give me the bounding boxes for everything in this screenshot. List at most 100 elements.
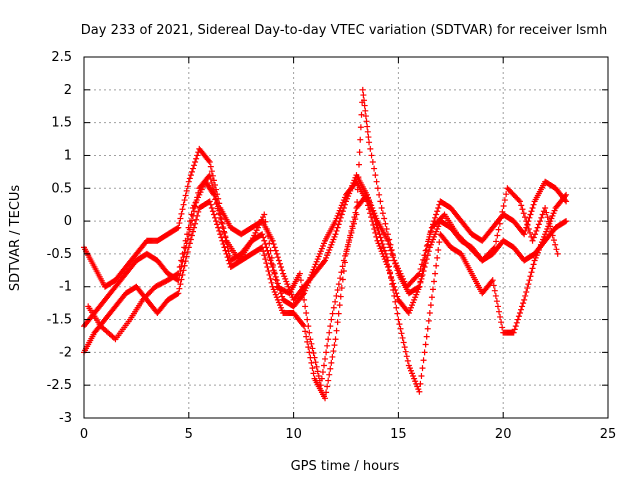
data-point xyxy=(532,231,539,238)
data-point xyxy=(524,222,531,229)
data-point xyxy=(411,296,418,303)
data-point xyxy=(500,202,507,209)
data-point xyxy=(405,309,412,316)
data-point xyxy=(320,240,327,247)
data-point xyxy=(333,227,340,234)
data-point xyxy=(207,201,214,208)
data-point xyxy=(268,279,275,286)
data-point xyxy=(525,281,532,288)
data-point xyxy=(496,220,503,227)
data-point xyxy=(339,208,346,215)
data-point xyxy=(311,354,318,361)
data-point xyxy=(345,239,352,246)
data-point xyxy=(330,348,337,355)
data-point xyxy=(327,365,334,372)
data-point xyxy=(518,306,525,313)
data-point xyxy=(186,240,193,247)
data-point xyxy=(415,286,422,293)
data-point xyxy=(371,225,378,232)
data-point xyxy=(260,234,267,241)
data-point xyxy=(218,219,225,226)
data-point xyxy=(218,234,225,241)
data-point xyxy=(511,326,518,333)
data-point xyxy=(325,377,332,384)
data-point xyxy=(185,178,192,185)
data-point xyxy=(217,214,224,221)
data-point xyxy=(415,271,422,278)
data-point xyxy=(317,382,324,389)
data-point xyxy=(365,134,372,141)
data-point xyxy=(210,191,217,198)
data-point xyxy=(412,378,419,385)
data-point xyxy=(302,303,309,310)
data-point xyxy=(422,260,429,267)
data-point xyxy=(275,299,282,306)
data-point xyxy=(535,246,542,253)
data-point xyxy=(278,264,285,271)
y-tick-label: 2.5 xyxy=(51,50,72,65)
data-point xyxy=(527,273,534,280)
data-point xyxy=(412,294,419,301)
data-point xyxy=(348,229,355,236)
y-tick-label: -1 xyxy=(59,280,72,295)
data-point xyxy=(183,253,190,260)
x-tick-label: 5 xyxy=(185,427,193,442)
data-point xyxy=(310,350,317,357)
data-point xyxy=(427,241,434,248)
data-point xyxy=(179,206,186,213)
data-point xyxy=(552,241,559,248)
chart-title: Day 233 of 2021, Sidereal Day-to-day VTE… xyxy=(81,23,607,38)
data-point xyxy=(384,237,391,244)
data-point xyxy=(544,225,551,232)
data-point xyxy=(331,342,338,349)
data-point xyxy=(490,282,497,289)
data-point xyxy=(264,264,271,271)
data-point xyxy=(332,298,339,305)
data-point xyxy=(265,233,272,240)
data-point xyxy=(195,194,202,201)
data-point xyxy=(338,269,345,276)
data-point xyxy=(526,277,533,284)
data-point xyxy=(259,231,266,238)
data-point xyxy=(312,261,319,268)
data-point xyxy=(181,244,188,251)
data-point xyxy=(388,275,395,282)
data-point xyxy=(377,234,384,241)
data-point xyxy=(384,231,391,238)
data-point xyxy=(265,267,272,274)
data-point xyxy=(314,256,321,263)
data-point xyxy=(432,270,439,277)
series-track-3 xyxy=(81,191,570,402)
data-point xyxy=(415,386,422,393)
data-point xyxy=(539,211,546,218)
data-point xyxy=(399,334,406,341)
data-point xyxy=(405,362,412,369)
data-point xyxy=(426,244,433,251)
data-point xyxy=(530,261,537,268)
data-point xyxy=(332,218,339,225)
data-point xyxy=(323,349,330,356)
data-point xyxy=(251,232,258,239)
data-point xyxy=(344,243,351,250)
data-point xyxy=(177,281,184,288)
data-point xyxy=(493,238,500,245)
x-tick-label: 20 xyxy=(495,427,512,442)
y-tick-label: -3 xyxy=(59,411,72,426)
data-point xyxy=(398,273,405,280)
data-point xyxy=(298,283,305,290)
data-point xyxy=(191,224,198,231)
data-point xyxy=(534,224,541,231)
data-point xyxy=(496,308,503,315)
data-point xyxy=(182,192,189,199)
y-tick-label: -0.5 xyxy=(47,247,72,262)
data-point xyxy=(262,241,269,248)
data-point xyxy=(519,303,526,310)
data-point xyxy=(401,278,408,285)
data-point xyxy=(422,247,429,254)
data-point xyxy=(192,159,199,166)
data-point xyxy=(368,152,375,159)
data-point xyxy=(417,279,424,286)
data-point xyxy=(543,209,550,216)
data-point xyxy=(383,225,390,232)
y-tick-label: -2.5 xyxy=(47,378,72,393)
